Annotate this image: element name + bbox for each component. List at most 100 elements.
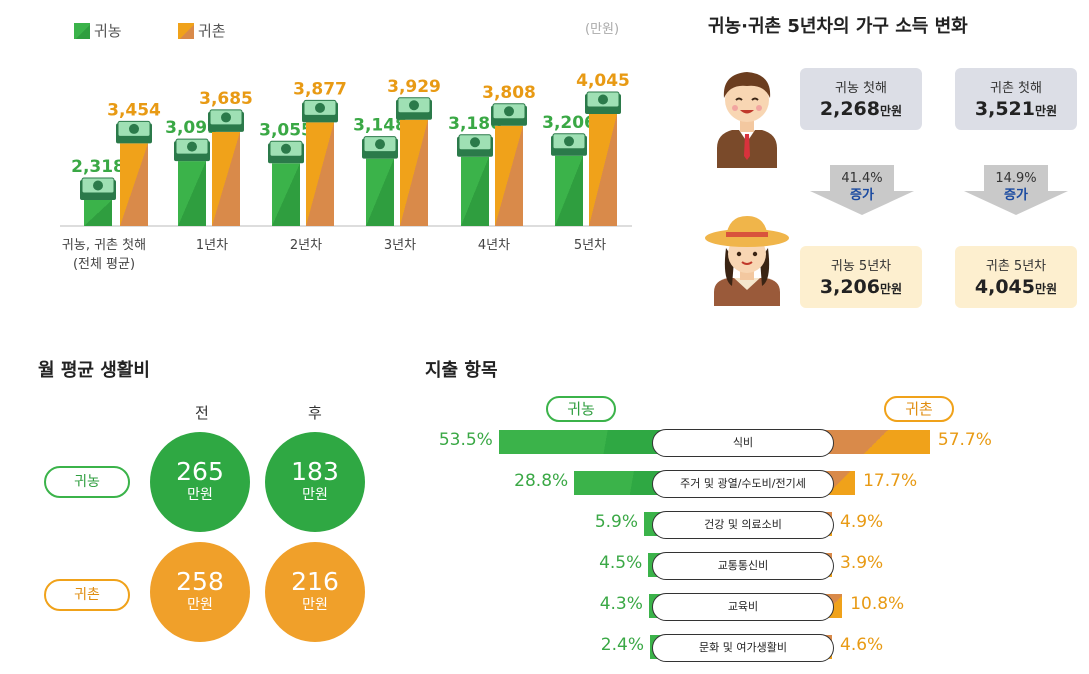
rural-first-year-value: 3,521만원 — [974, 98, 1058, 120]
bar-farm-5 — [555, 155, 583, 226]
bar-rural-4 — [495, 125, 523, 226]
category-label: (전체 평균) — [73, 257, 135, 272]
spending-farm-pct: 2.4% — [600, 635, 644, 655]
legend-rural-swatch — [178, 22, 194, 39]
rural-increase-arrow: 14.9% 증가 — [962, 165, 1070, 215]
spending-rural-pct: 57.7% — [937, 430, 992, 450]
legend-farm: 귀농 — [74, 20, 122, 41]
farm-first-year-value: 2,268만원 — [819, 98, 903, 120]
rural-first-year-label: 귀촌 첫해 — [990, 81, 1042, 96]
after-header: 후 — [308, 404, 322, 422]
won-coin-icon — [409, 100, 419, 111]
bar-rural-0 — [120, 143, 148, 226]
living-title: 월 평균 생활비 — [38, 360, 150, 381]
spending-category-label: 식비 — [652, 429, 834, 457]
living-rural-label: 귀촌 — [44, 579, 130, 611]
spending-farm-pct: 53.5% — [438, 430, 493, 450]
bar-value-label: 3,685 — [199, 89, 253, 109]
category-label: 귀농, 귀촌 첫해 — [62, 238, 146, 253]
category-label: 2년차 — [290, 238, 322, 253]
spending-title: 지출 항목 — [425, 360, 498, 381]
category-label: 4년차 — [478, 238, 510, 253]
farm-first-year-box: 귀농 첫해 2,268만원 — [800, 68, 922, 130]
spending-farm-pct: 4.5% — [599, 553, 643, 573]
won-coin-icon — [564, 136, 574, 147]
won-coin-icon — [375, 139, 385, 150]
spending-category-label: 교통통신비 — [652, 552, 834, 580]
bar-rural-2 — [306, 122, 334, 226]
won-coin-icon — [281, 143, 291, 154]
bar-farm-4 — [461, 156, 489, 226]
spending-bar-rural-0 — [822, 430, 930, 454]
bar-value-label: 3,206 — [542, 113, 596, 133]
down-arrow-icon — [964, 165, 1068, 215]
income-title: 귀농·귀촌 5년차의 가구 소득 변화 — [708, 16, 968, 37]
spending-rural-label: 귀촌 — [884, 396, 954, 422]
spending-category-label: 건강 및 의료소비 — [652, 511, 834, 539]
bar-value-label: 3,099 — [165, 118, 219, 138]
legend-rural-label: 귀촌 — [198, 22, 226, 40]
spending-rural-pct: 17.7% — [863, 471, 918, 491]
down-arrow-icon — [810, 165, 914, 215]
spending-farm-pct: 4.3% — [599, 594, 643, 614]
unit-label: (만원) — [585, 22, 620, 37]
bar-value-label: 3,148 — [353, 116, 407, 136]
won-coin-icon — [315, 102, 325, 113]
spending-bar-farm-0 — [498, 430, 662, 454]
bar-value-label: 4,045 — [576, 71, 630, 91]
spending-rural-pct: 4.6% — [840, 635, 884, 655]
bar-rural-3 — [400, 119, 428, 226]
spending-farm-pct: 5.9% — [594, 512, 639, 532]
won-coin-icon — [93, 180, 103, 191]
farm-fifth-year-box: 귀농 5년차 3,206만원 — [800, 246, 922, 308]
bar-value-label: 3,929 — [387, 77, 441, 97]
farm-fifth-year-value: 3,206만원 — [819, 276, 903, 298]
bar-value-label: 3,454 — [107, 100, 161, 120]
spending-rural-pct: 10.8% — [850, 594, 905, 614]
spending-category-label: 교육비 — [652, 593, 834, 621]
bar-rural-1 — [212, 131, 240, 226]
spending-farm-pct: 28.8% — [514, 471, 569, 491]
bar-value-label: 2,318 — [71, 157, 125, 177]
spending-bar-farm-1 — [574, 471, 662, 495]
bar-farm-0 — [84, 200, 112, 226]
spending-rural-pct: 3.9% — [840, 553, 884, 573]
category-label: 1년차 — [196, 238, 228, 253]
won-coin-icon — [129, 123, 139, 134]
bar-farm-1 — [178, 161, 206, 226]
category-label: 3년차 — [384, 238, 416, 253]
spending-farm-label: 귀농 — [546, 396, 616, 422]
farmer-avatar-icon — [705, 216, 789, 306]
farm-fifth-year-label: 귀농 5년차 — [830, 259, 892, 274]
bar-value-label: 3,186 — [448, 114, 502, 134]
rural-before-circle: 258 만원 — [150, 542, 250, 642]
won-coin-icon — [221, 112, 231, 123]
legend-rural: 귀촌 — [178, 20, 226, 41]
bar-farm-3 — [366, 158, 394, 226]
won-coin-icon — [504, 106, 514, 117]
living-farm-label: 귀농 — [44, 466, 130, 498]
rural-fifth-year-box: 귀촌 5년차 4,045만원 — [955, 246, 1077, 308]
spending-rural-pct: 4.9% — [840, 512, 884, 532]
rural-after-circle: 216 만원 — [265, 542, 365, 642]
farm-before-circle: 265 만원 — [150, 432, 250, 532]
legend-farm-label: 귀농 — [94, 22, 122, 40]
won-coin-icon — [598, 94, 608, 105]
bar-value-label: 3,877 — [293, 79, 347, 99]
rural-first-year-box: 귀촌 첫해 3,521만원 — [955, 68, 1077, 130]
bar-farm-2 — [272, 163, 300, 226]
spending-category-label: 문화 및 여가생활비 — [652, 634, 834, 662]
category-label: 5년차 — [574, 238, 606, 253]
won-coin-icon — [470, 137, 480, 148]
farm-increase-arrow: 41.4% 증가 — [808, 165, 916, 215]
bar-rural-5 — [589, 114, 617, 226]
bar-value-label: 3,055 — [259, 120, 313, 140]
bar-value-label: 3,808 — [482, 83, 536, 103]
before-header: 전 — [195, 404, 209, 422]
won-coin-icon — [187, 141, 197, 152]
farm-first-year-label: 귀농 첫해 — [835, 81, 887, 96]
income-bar-chart: 2,318 3,099 3,055 3,148 3,186 3,206 3,454 3,685… — [60, 71, 632, 272]
rural-fifth-year-value: 4,045만원 — [974, 276, 1058, 298]
farm-after-circle: 183 만원 — [265, 432, 365, 532]
man-avatar-icon — [717, 72, 777, 168]
